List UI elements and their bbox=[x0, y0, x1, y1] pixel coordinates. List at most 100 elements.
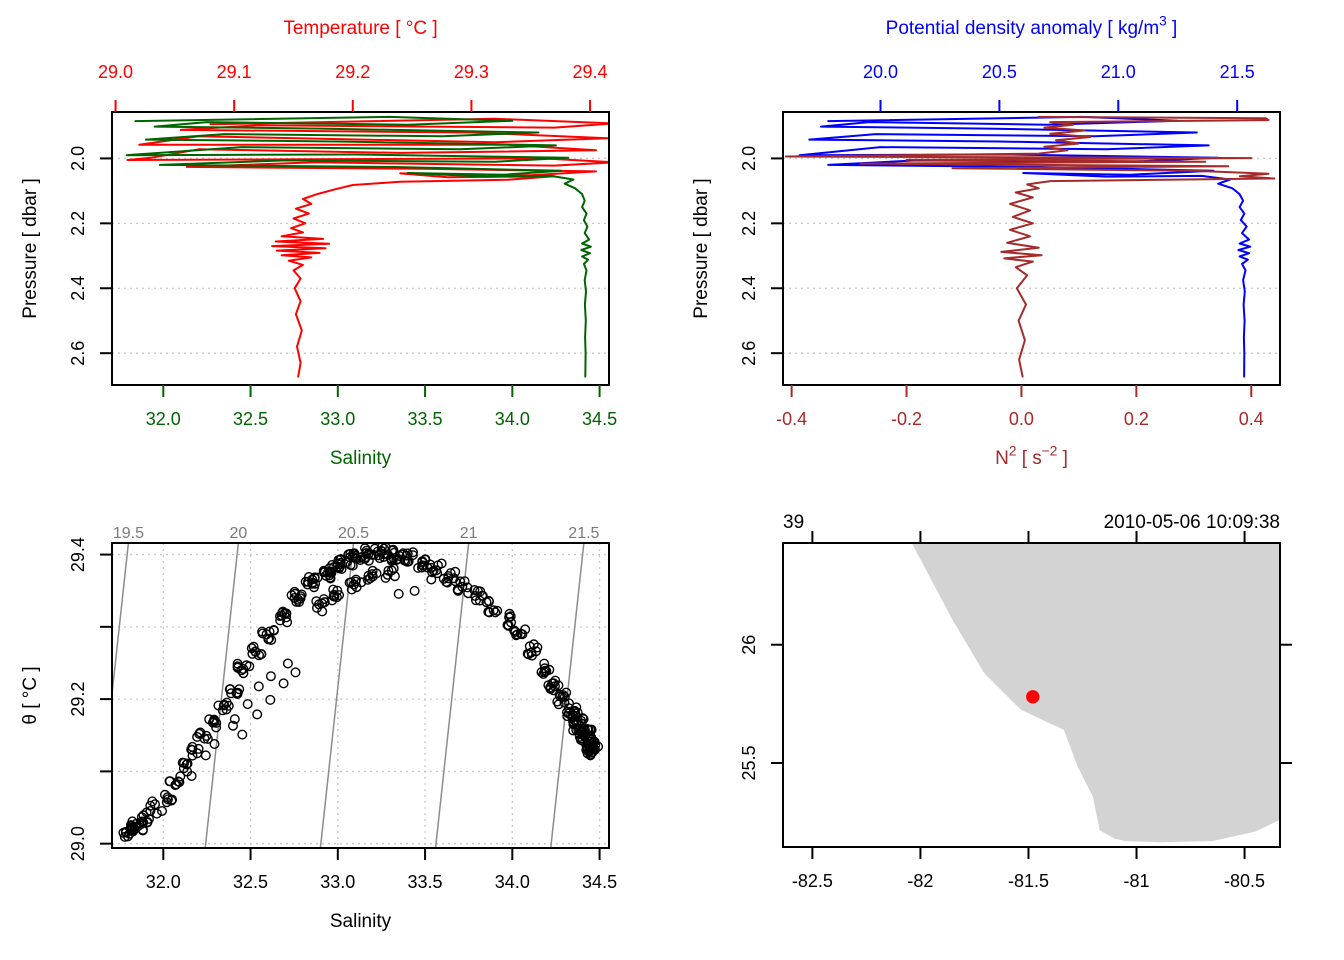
ts-sample-point bbox=[209, 714, 220, 725]
ts-sample-point bbox=[553, 680, 564, 691]
isopycnal-line bbox=[434, 543, 470, 848]
series-n2-profile bbox=[784, 115, 1276, 378]
panel-frame bbox=[782, 542, 1281, 848]
axis-tick-label: 29.1 bbox=[217, 62, 252, 82]
ts-sample-point bbox=[441, 576, 452, 587]
axis-tick-label: -0.4 bbox=[776, 409, 807, 429]
ts-sample-point bbox=[393, 588, 404, 599]
ts-sample-point bbox=[539, 658, 550, 669]
ts-sample-point bbox=[355, 555, 366, 566]
ts-sample-point bbox=[237, 729, 248, 740]
ts-sample-point bbox=[438, 573, 449, 584]
axis-tick-label: 34.0 bbox=[495, 409, 530, 429]
panel-frame bbox=[111, 542, 610, 849]
station-marker bbox=[1026, 690, 1040, 704]
ts-sample-point bbox=[232, 658, 243, 669]
isopycnal-label: 19.5 bbox=[113, 525, 144, 542]
axis-tick-label: 2.2 bbox=[68, 211, 88, 236]
ts-sample-point bbox=[343, 549, 354, 560]
ts-sample-point bbox=[131, 818, 142, 829]
ts-sample-point bbox=[317, 598, 328, 609]
ts-sample-point bbox=[374, 553, 385, 564]
ts-sample-point bbox=[149, 799, 160, 810]
ts-sample-point bbox=[170, 780, 181, 791]
axis-tick-label: 2.2 bbox=[739, 211, 759, 236]
axis-tick-label: 21.0 bbox=[1101, 62, 1136, 82]
axis-tick-label: 0.4 bbox=[1239, 409, 1264, 429]
ts-sample-point bbox=[186, 771, 197, 782]
isopycnal-line bbox=[204, 543, 240, 848]
ts-sample-point bbox=[248, 641, 259, 652]
ts-sample-point bbox=[520, 624, 531, 635]
isopycnal-label: 21.5 bbox=[568, 525, 599, 542]
axis-tick-label: -80.5 bbox=[1224, 871, 1265, 891]
series-ts-points bbox=[118, 543, 604, 842]
isopycnal-line bbox=[319, 543, 355, 848]
ts-sample-point bbox=[382, 569, 393, 580]
panel-profile-density-n2: 20.0 20.5 21.0 21.5 Potential density anomal… bbox=[691, 13, 1281, 469]
ts-sample-point bbox=[217, 705, 228, 716]
axis-tick-label: 26 bbox=[739, 635, 759, 655]
ts-sample-point bbox=[309, 572, 320, 583]
axis-tick-label: 32.5 bbox=[233, 409, 268, 429]
ts-sample-point bbox=[209, 739, 220, 750]
ts-sample-point bbox=[484, 596, 495, 607]
ts-sample-point bbox=[296, 589, 307, 600]
ts-sample-point bbox=[409, 585, 420, 596]
ts-sample-point bbox=[261, 629, 272, 640]
ts-sample-point bbox=[562, 711, 573, 722]
axis-tick-label: 32.0 bbox=[146, 409, 181, 429]
axis-title-bottom: Salinity bbox=[330, 448, 392, 469]
ts-sample-point bbox=[250, 646, 261, 657]
ts-sample-point bbox=[450, 566, 461, 577]
ts-sample-point bbox=[408, 547, 419, 558]
axis-tick-label: 2.0 bbox=[739, 146, 759, 171]
ts-sample-point bbox=[371, 568, 382, 579]
plot-area-ts-diagram bbox=[112, 543, 609, 848]
axis-tick-label: 33.5 bbox=[408, 872, 443, 892]
ts-sample-point bbox=[588, 744, 599, 755]
ts-sample-point bbox=[278, 678, 289, 689]
ts-sample-point bbox=[227, 720, 238, 731]
ts-sample-point bbox=[329, 589, 340, 600]
ts-sample-point bbox=[145, 806, 156, 817]
ts-sample-point bbox=[156, 806, 167, 817]
ts-sample-point bbox=[321, 570, 332, 581]
panel-ts-diagram: 19.5 20 20.5 21 21.5 32.0 32.5 33.0 33.5 34.0 34.5… bbox=[20, 525, 618, 932]
ts-sample-point bbox=[244, 661, 255, 672]
ts-sample-point bbox=[570, 715, 581, 726]
isopycnal-label: 20.5 bbox=[338, 525, 369, 542]
axis-tick-label: 33.0 bbox=[320, 872, 355, 892]
ts-sample-point bbox=[226, 688, 237, 699]
ts-sample-point bbox=[252, 709, 263, 720]
axis-title-bottom: Salinity bbox=[330, 911, 392, 932]
axis-tick-label: 34.5 bbox=[582, 409, 617, 429]
axis-tick-label: 29.2 bbox=[68, 682, 88, 717]
ts-sample-point bbox=[332, 558, 343, 569]
axis-tick-label: 29.0 bbox=[68, 826, 88, 861]
isopycnal-label: 21 bbox=[460, 525, 478, 542]
ts-sample-point bbox=[351, 574, 362, 585]
ts-sample-point bbox=[242, 699, 253, 710]
isopycnal-line bbox=[112, 543, 130, 701]
coastline-land bbox=[911, 543, 1280, 843]
axis-tick-label: 32.0 bbox=[146, 872, 181, 892]
ts-sample-point bbox=[346, 584, 357, 595]
axis-tick-label: -82 bbox=[907, 871, 933, 891]
axis-tick-label: 29.2 bbox=[335, 62, 370, 82]
ts-sample-point bbox=[523, 649, 534, 660]
ts-sample-point bbox=[505, 611, 516, 622]
axis-tick-label: 20.5 bbox=[982, 62, 1017, 82]
ts-sample-point bbox=[398, 548, 409, 559]
axis-tick-label: 21.5 bbox=[1220, 62, 1255, 82]
axis-title-bottom: N2 [ s−2 ] bbox=[995, 443, 1068, 469]
plot-area-profile-temperature-salinity bbox=[112, 115, 609, 378]
ts-sample-point bbox=[445, 568, 456, 579]
axis-tick-label: 33.0 bbox=[320, 409, 355, 429]
ts-sample-point bbox=[221, 697, 232, 708]
panel-frame bbox=[111, 111, 610, 386]
axis-tick-label: 25.5 bbox=[739, 745, 759, 780]
panel-station-map: -82.5 -82 -81.5 -81 -80.5 26 25.5 39 2010-05-06 … bbox=[739, 512, 1292, 891]
axis-tick-label: 29.0 bbox=[98, 62, 133, 82]
